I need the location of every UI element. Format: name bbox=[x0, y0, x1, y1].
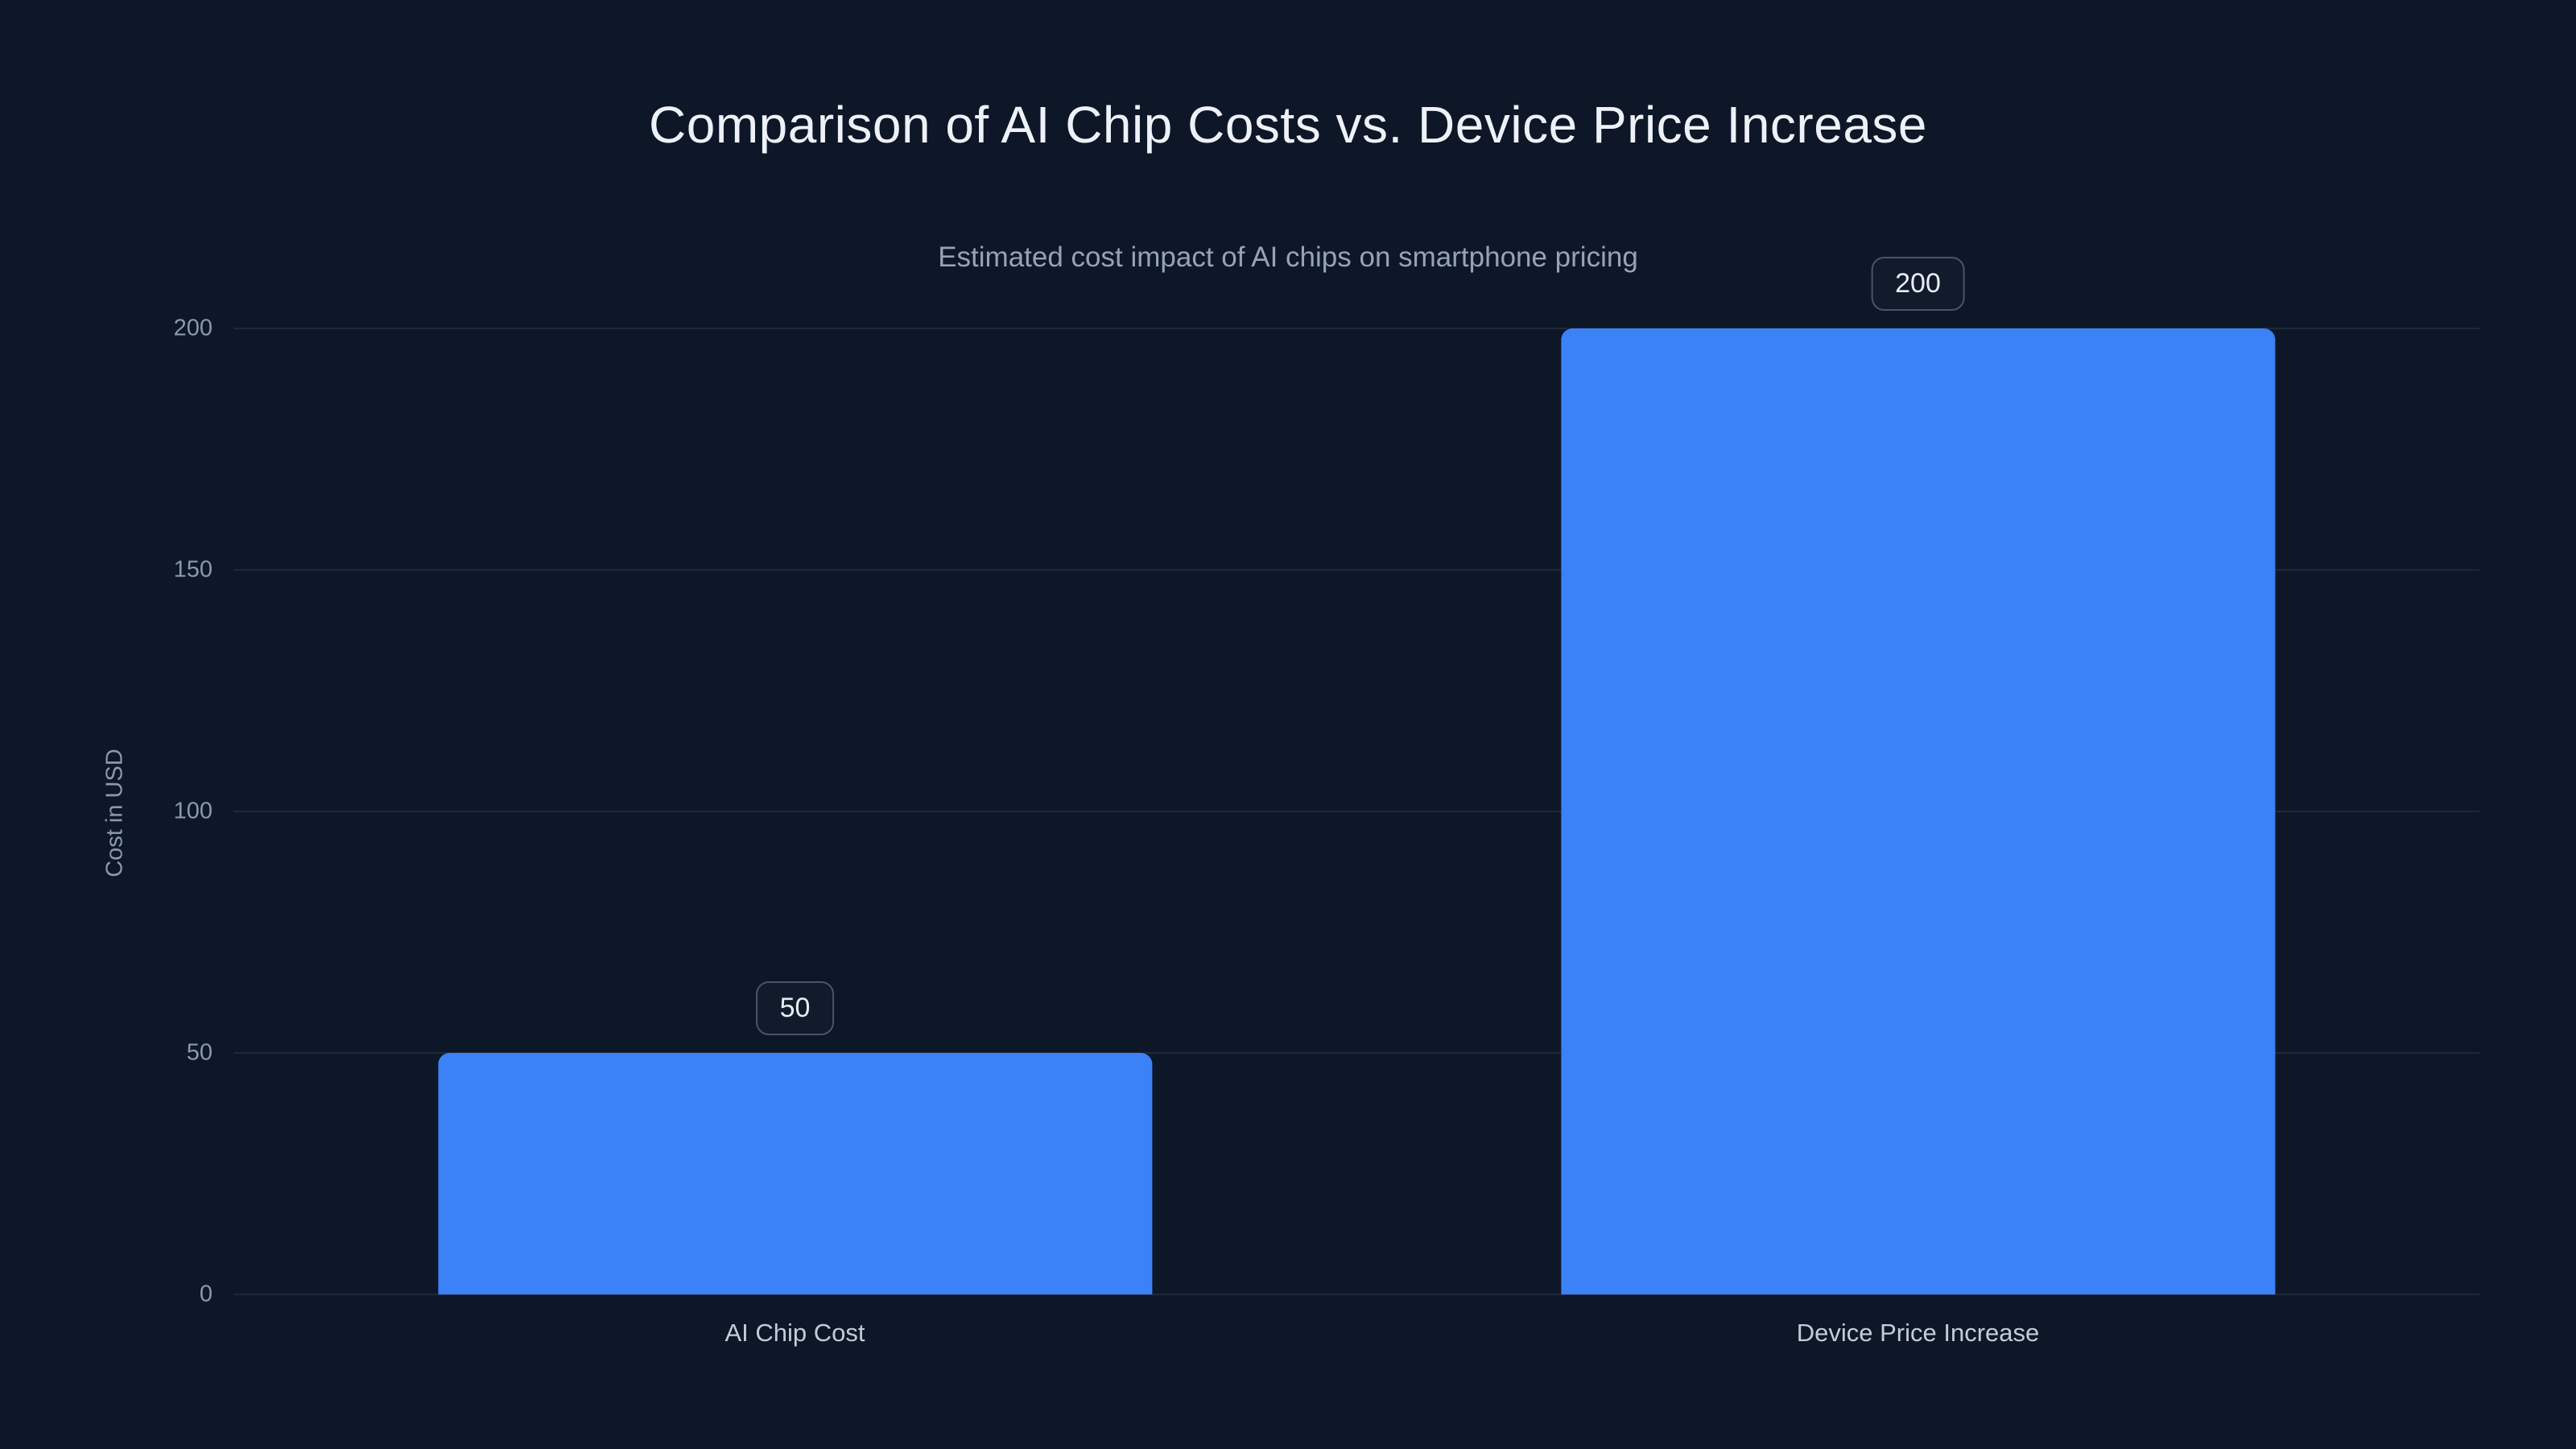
y-axis-label: Cost in USD bbox=[101, 749, 128, 877]
plot-area: 0 50 100 150 200 50 200 bbox=[174, 257, 2479, 1307]
gridline-y-0 bbox=[233, 1294, 2479, 1295]
y-tick-label: 0 bbox=[199, 1281, 213, 1307]
value-badge: 50 bbox=[755, 981, 835, 1035]
chart-title: Comparison of AI Chip Costs vs. Device P… bbox=[649, 96, 1927, 154]
chart-subtitle: Estimated cost impact of AI chips on sma… bbox=[938, 242, 1638, 273]
y-tick-label: 150 bbox=[173, 556, 213, 583]
x-category-label: Device Price Increase bbox=[1796, 1319, 2040, 1347]
x-axis-labels: AI Chip Cost Device Price Increase bbox=[233, 1319, 2479, 1359]
bar-ai-chip-cost bbox=[437, 1053, 1153, 1294]
y-tick-label: 50 bbox=[186, 1039, 213, 1066]
bar-device-price-increase bbox=[1560, 328, 2276, 1294]
y-tick-label: 200 bbox=[173, 315, 213, 341]
gridline-y-100 bbox=[233, 811, 2479, 812]
gridline-y-50 bbox=[233, 1052, 2479, 1054]
x-category-label: AI Chip Cost bbox=[724, 1319, 865, 1347]
value-badge: 200 bbox=[1871, 257, 1965, 311]
gridline-y-200 bbox=[233, 328, 2479, 329]
y-tick-label: 100 bbox=[173, 798, 213, 824]
gridline-y-150 bbox=[233, 569, 2479, 571]
